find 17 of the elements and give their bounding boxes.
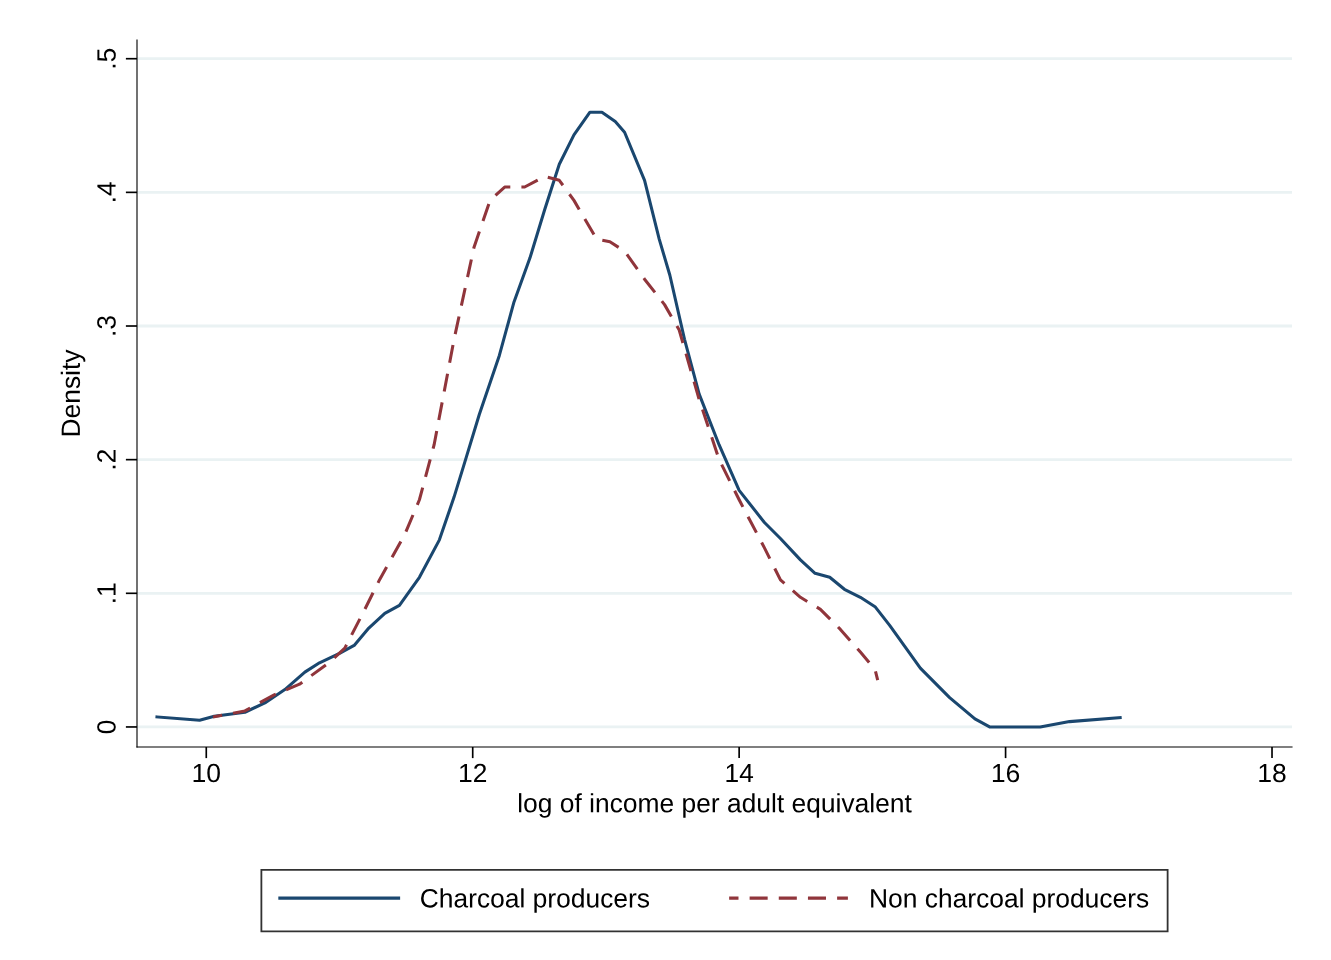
y-tick-label: .5 [97, 48, 116, 68]
legend-label: Non charcoal producers [871, 888, 1149, 913]
line-series [211, 174, 880, 719]
x-tick-label: 10 [193, 763, 220, 783]
x-tick-label: 12 [460, 763, 487, 783]
x-tick-label: 14 [726, 763, 754, 783]
y-tick-label: .4 [97, 182, 116, 201]
x-tick-label: 16 [992, 763, 1020, 783]
y-axis-title: Density [60, 349, 86, 436]
y-tick-label: 0 [97, 720, 116, 734]
y-tick-label: .1 [97, 583, 116, 602]
y-tick-label: .3 [97, 316, 116, 335]
x-axis-title: log of income per adult equivalent [518, 793, 912, 818]
x-tick-label: 18 [1259, 763, 1286, 783]
legend-label: Charcoal producers [421, 888, 650, 913]
line-series [155, 110, 1122, 729]
y-tick-label: .2 [97, 449, 116, 469]
